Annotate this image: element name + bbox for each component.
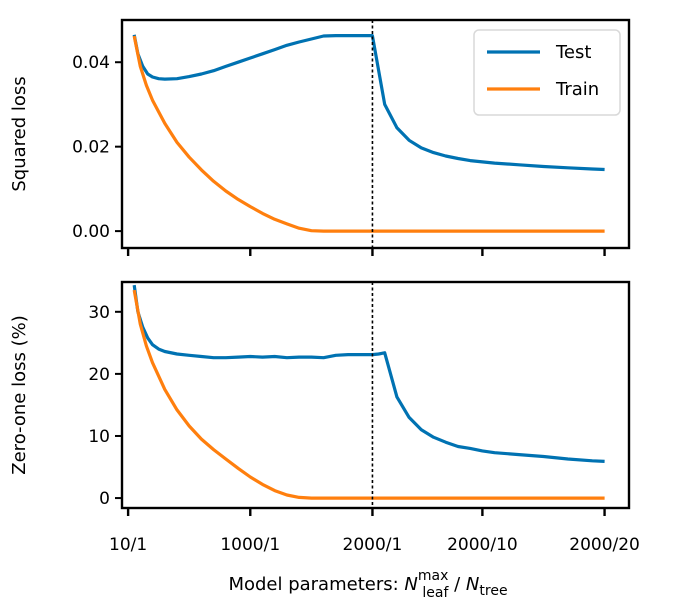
y-tick-label: 0.00 [72, 222, 110, 242]
series-line-train [132, 35, 605, 233]
plot-frame [120, 280, 631, 510]
series-line-train [132, 289, 605, 500]
panel-1: 0.00 0.02 0.04 Squared loss Test Train [9, 18, 631, 256]
x-tick-label: 1000/1 [220, 535, 280, 555]
x-tick-label: 10/1 [109, 535, 147, 555]
y-tick-label: 20 [88, 365, 110, 385]
plot-frame [120, 18, 631, 250]
y-axis-label: Squared loss [9, 76, 30, 191]
legend: Test Train [473, 29, 621, 116]
legend-label-test: Test [555, 42, 591, 63]
legend-label-train: Train [555, 79, 599, 100]
y-tick-label: 10 [88, 427, 110, 447]
y-tick-label: 30 [88, 303, 110, 323]
y-tick-label: 0.02 [72, 138, 110, 158]
y-tick-label: 0 [99, 489, 110, 509]
x-tick-label: 2000/20 [569, 535, 640, 555]
series-line-test [132, 284, 605, 463]
x-tick-label: 2000/1 [343, 535, 403, 555]
x-axis-label: Model parameters: Nmax leaf / Ntree [228, 568, 507, 601]
y-axis-label: Zero-one loss (%) [9, 315, 30, 474]
series-line-test [132, 34, 605, 172]
y-tick-label: 0.04 [72, 53, 110, 73]
panel-2: 0 10 20 30 10/1 1000/1 2000/1 2000/10 2000/20 Zer… [9, 280, 640, 601]
x-tick-label: 2000/10 [447, 535, 518, 555]
